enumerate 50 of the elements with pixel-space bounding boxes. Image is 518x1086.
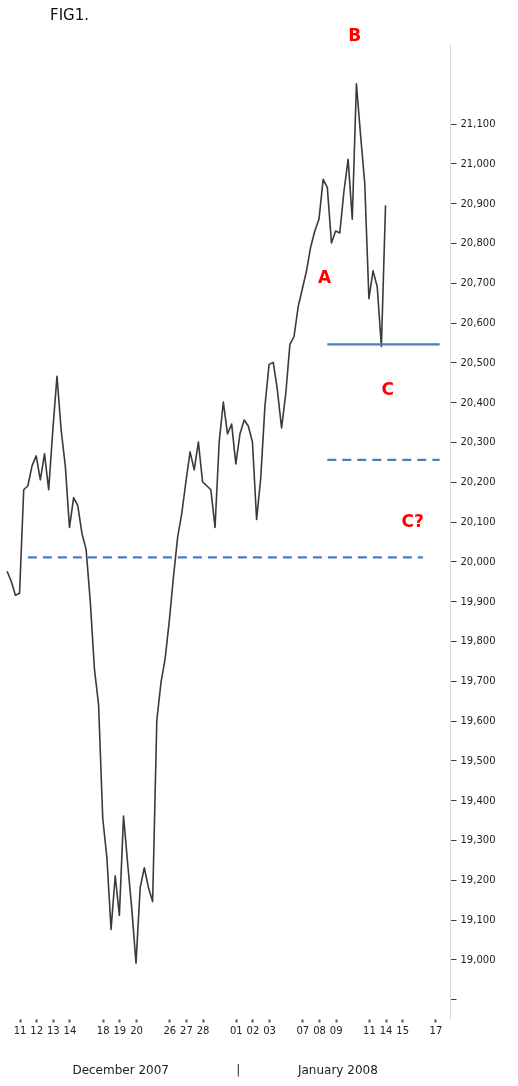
y-tick-label: 20,700 [460, 277, 496, 289]
y-tick-label: 19,900 [460, 595, 496, 607]
y-tick-label: 19,600 [460, 715, 496, 727]
y-tick-label: 19,200 [460, 874, 496, 886]
y-tick-label: 20,200 [460, 476, 496, 488]
x-tick-label: 14 [379, 1024, 393, 1036]
annotation: B [348, 25, 362, 46]
x-tick-label: 01 [229, 1024, 243, 1036]
text: January 2008 [296, 1062, 378, 1077]
y-tick-label: 20,400 [460, 396, 496, 408]
x-tick-label: 07 [296, 1024, 310, 1036]
text: | [236, 1062, 241, 1077]
x-tick-label: 03 [263, 1024, 276, 1036]
y-tick-label: 20,800 [460, 237, 496, 249]
x-tick-label: 13 [46, 1024, 60, 1036]
y-tick-label: 19,000 [460, 953, 496, 965]
x-tick-label: 26 [163, 1024, 177, 1036]
y-tick-label: 19,500 [460, 754, 496, 766]
x-tick-label: 27 [180, 1024, 193, 1036]
annotation: C [381, 379, 394, 400]
x-tick-label: 08 [313, 1024, 326, 1036]
x-tick-label: 02 [246, 1024, 260, 1036]
x-tick-label: 14 [63, 1024, 77, 1036]
annotation: C? [401, 510, 424, 531]
y-tick-label: 21,000 [460, 157, 496, 169]
y-tick-label: 20,000 [460, 555, 496, 567]
x-tick-label: 18 [96, 1024, 110, 1036]
y-tick-label: 20,300 [460, 436, 496, 448]
y-tick-label: 20,500 [460, 356, 496, 368]
x-tick-label: 12 [30, 1024, 44, 1036]
y-tick-label: 20,600 [460, 317, 496, 329]
x-tick-label: 09 [329, 1024, 343, 1036]
y-tick-label: 20,100 [460, 516, 496, 528]
x-tick-label: 11 [363, 1024, 376, 1036]
x-tick-label: 15 [396, 1024, 410, 1036]
y-tick-label: 19,300 [460, 834, 496, 846]
x-tick-label: 17 [429, 1024, 443, 1036]
x-tick-label: 11 [13, 1024, 27, 1036]
y-tick-label: 19,100 [460, 914, 496, 926]
y-tick-label: 19,400 [460, 794, 496, 806]
text: December 2007 [72, 1062, 169, 1077]
y-tick-label: 20,900 [460, 197, 496, 209]
x-tick-label: 28 [196, 1024, 210, 1036]
annotation: A [317, 267, 332, 287]
y-tick-label: 21,100 [460, 118, 496, 130]
x-tick-label: 19 [113, 1024, 127, 1036]
y-tick-label: 19,700 [460, 675, 496, 687]
x-tick-label: 20 [130, 1024, 143, 1036]
chart-title: FIG1. [50, 6, 89, 25]
y-tick-label: 19,800 [460, 635, 496, 647]
